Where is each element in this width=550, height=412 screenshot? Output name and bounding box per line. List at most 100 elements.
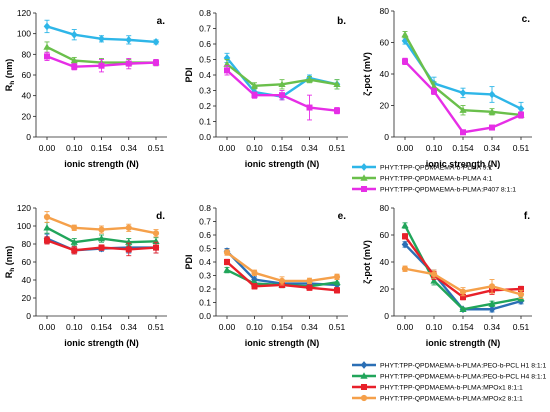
data-point [97, 234, 106, 242]
series-magenta [44, 51, 159, 73]
x-tick-label: 0.34 [301, 143, 318, 153]
data-point [333, 80, 341, 87]
x-tick-label: 0.34 [301, 322, 318, 332]
data-point [224, 67, 230, 74]
data-point [125, 35, 133, 44]
panel-e: 0.0 0.1 0.2 0.3 0.4 0.5 0.6 0.7 0.8 0.00 0.10 0.154… [184, 203, 348, 348]
data-point [401, 265, 409, 272]
x-tick-label: 0.00 [219, 322, 236, 332]
x-tick-label: 0.154 [91, 143, 113, 153]
panel-c: 0 20 40 60 80 0.00 0.10 0.154 0.34 0.51 ionic stre… [362, 6, 532, 169]
data-point [430, 271, 438, 278]
y-tick-label: 0.7 [199, 24, 211, 34]
y-axis-title: Rh (nm) [4, 246, 16, 278]
data-point [279, 92, 285, 99]
x-axis-title: ionic strength (N) [64, 338, 139, 348]
data-point [517, 291, 525, 298]
y-tick-label: 0.3 [199, 86, 211, 96]
data-point [71, 224, 78, 231]
data-point [70, 56, 78, 64]
y-tick-label: 40 [380, 69, 390, 79]
y-tick-label: 40 [22, 275, 32, 285]
y-tick-label: 80 [380, 6, 390, 16]
x-tick-label: 0.34 [120, 322, 137, 332]
data-point [401, 240, 409, 249]
y-tick-label: 120 [17, 203, 31, 213]
y-axis-title: ζ-pot (mV) [362, 240, 372, 284]
legend-item: PHYT:TPP-QPDMAEMA-b-PLMA:PEO-b-PCL H1 8:… [352, 361, 547, 370]
data-point [278, 80, 286, 87]
legend-top: PHYT:TPP-QPDMAEMA-b-PLMA 9:1 PHYT:TPP-QPD… [352, 163, 516, 194]
y-tick-label: 0.6 [199, 230, 211, 240]
data-point [278, 277, 286, 284]
series-orange [43, 211, 160, 238]
data-point [430, 277, 438, 284]
y-axis-title: PDI [184, 254, 194, 269]
data-point [125, 224, 132, 231]
x-tick-label: 0.34 [484, 322, 501, 332]
data-point [251, 283, 258, 290]
data-point [431, 88, 437, 95]
data-point [70, 30, 78, 39]
data-point [43, 213, 51, 221]
legend-item: PHYT:TPP-QPDMAEMA-b-PLMA 9:1 [352, 163, 492, 172]
data-point [71, 63, 78, 70]
x-tick-label: 0.34 [484, 143, 501, 153]
x-tick-label: 0.51 [148, 143, 165, 153]
data-point [459, 89, 467, 97]
x-tick-label: 0.154 [271, 322, 293, 332]
legend-marker [361, 186, 367, 192]
data-point [334, 287, 340, 294]
data-point [98, 62, 105, 69]
series-magenta [402, 57, 524, 136]
x-tick-label: 0.154 [452, 143, 474, 153]
legend-label: PHYT:TPP-QPDMAEMA-b-PLMA 4:1 [380, 176, 492, 183]
x-tick-label: 0.10 [426, 322, 443, 332]
series-magenta [224, 65, 340, 121]
y-tick-label: 0.4 [199, 70, 211, 80]
x-axis-title: ionic strength (N) [426, 159, 501, 169]
panel-label: c. [522, 14, 531, 25]
data-point [430, 82, 438, 90]
data-point [152, 230, 160, 237]
data-point [125, 246, 132, 253]
legend-item: PHYT:TPP-QPDMAEMA-b-PLMA:PEO-b-PCL H4 8:… [352, 372, 547, 381]
x-tick-label: 0.10 [426, 143, 443, 153]
panel-label: a. [157, 16, 166, 27]
y-tick-label: 0 [26, 132, 31, 142]
panel-a: 0 20 40 60 80 100 120 0.00 0.10 0.154 0.34 0.51 ioni… [4, 8, 167, 169]
data-point [488, 305, 496, 314]
y-tick-label: 0.0 [199, 311, 211, 321]
y-tick-label: 0.2 [199, 101, 211, 111]
panel-label: b. [337, 16, 346, 27]
x-tick-label: 0.00 [39, 322, 56, 332]
x-tick-label: 0.00 [397, 322, 414, 332]
data-point [98, 34, 105, 43]
x-tick-label: 0.154 [452, 322, 474, 332]
data-point [305, 75, 314, 83]
data-point [401, 221, 409, 229]
y-tick-label: 0.0 [199, 132, 211, 142]
x-tick-label: 0.51 [513, 322, 530, 332]
x-axis-title: ionic strength (N) [245, 338, 320, 348]
y-axis-title: PDI [184, 67, 194, 82]
y-tick-label: 80 [22, 49, 32, 59]
x-tick-label: 0.10 [246, 322, 263, 332]
x-tick-label: 0.51 [513, 143, 530, 153]
y-tick-label: 20 [22, 293, 32, 303]
x-tick-label: 0.00 [397, 143, 414, 153]
y-tick-label: 20 [22, 111, 32, 121]
data-point [250, 82, 259, 89]
data-point [459, 288, 467, 295]
y-axis-title: Rh (nm) [4, 59, 16, 91]
legend-marker [360, 372, 368, 379]
data-point [125, 60, 132, 67]
legend-label: PHYT:TPP-QPDMAEMA-b-PLMA:PEO-b-PCL H4 8:… [380, 374, 547, 381]
series-orange [401, 265, 525, 299]
y-tick-label: 100 [17, 221, 31, 231]
data-point [402, 58, 408, 65]
x-tick-label: 0.10 [66, 322, 83, 332]
series-line [403, 34, 522, 117]
x-tick-label: 0.10 [246, 143, 263, 153]
